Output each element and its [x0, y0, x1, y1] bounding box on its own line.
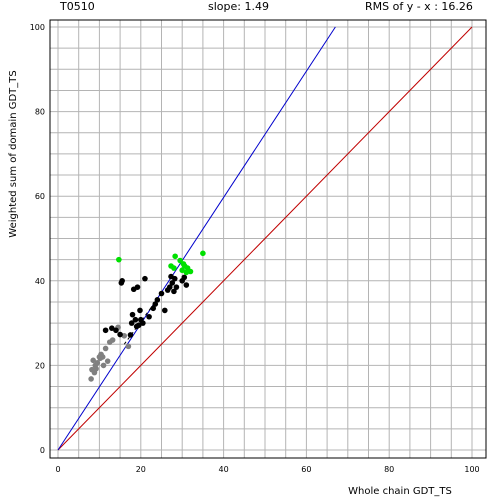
y-tick-label: 60	[35, 192, 45, 201]
data-point	[152, 301, 159, 307]
data-point	[171, 265, 177, 271]
slope-label: slope: 1.49	[208, 0, 269, 13]
data-point	[109, 325, 115, 331]
data-point	[183, 282, 190, 288]
data-point	[162, 307, 168, 314]
data-point	[132, 316, 139, 323]
y-tick-labels: 0 20 40 60 80 100	[30, 23, 45, 455]
data-points	[88, 250, 206, 382]
data-point	[137, 307, 143, 314]
data-point	[171, 275, 178, 282]
x-tick-label: 20	[136, 465, 146, 474]
y-tick-label: 20	[35, 361, 45, 370]
plot-frame	[49, 19, 487, 459]
data-point	[99, 354, 106, 360]
data-point	[102, 327, 109, 334]
grid	[50, 20, 486, 458]
data-point	[119, 278, 125, 284]
data-point	[113, 327, 119, 334]
data-point	[90, 357, 96, 364]
data-point	[109, 337, 116, 343]
data-point	[129, 311, 136, 318]
data-point	[140, 320, 146, 326]
x-tick-label: 100	[464, 465, 479, 474]
data-point	[169, 280, 176, 286]
data-point	[135, 322, 142, 329]
data-point	[172, 253, 178, 260]
data-point	[102, 345, 109, 352]
data-point	[171, 288, 177, 295]
fit-line	[57, 26, 336, 451]
data-point	[100, 362, 107, 369]
data-point	[173, 284, 180, 290]
x-tick-label: 0	[55, 465, 60, 474]
data-point	[146, 313, 152, 320]
y-tick-label: 100	[30, 23, 45, 32]
x-tick-labels: 0 20 40 60 80 100	[55, 465, 479, 474]
data-point	[179, 267, 185, 274]
data-point	[200, 250, 206, 257]
data-point	[127, 332, 134, 338]
data-point	[125, 343, 132, 350]
data-point	[166, 284, 173, 290]
x-tick-label: 60	[301, 465, 311, 474]
rms-label: RMS of y - x : 16.26	[365, 0, 473, 13]
y-axis-label: Weighted sum of domain GDT_TS	[8, 70, 19, 237]
data-point	[158, 290, 165, 297]
x-tick-label: 80	[384, 465, 394, 474]
data-point	[142, 275, 148, 282]
target-label: T0510	[60, 0, 95, 13]
data-point	[93, 365, 99, 372]
y-tick-label: 0	[40, 446, 45, 455]
identity-line	[57, 26, 473, 451]
data-point	[150, 305, 157, 312]
data-point	[128, 320, 135, 326]
y-tick-label: 80	[35, 108, 45, 117]
data-point	[94, 360, 101, 366]
data-point	[116, 256, 122, 263]
data-point	[117, 331, 123, 338]
y-tick-label: 40	[35, 277, 45, 286]
data-point	[187, 268, 194, 275]
x-axis-label: Whole chain GDT_TS	[348, 486, 452, 497]
data-point	[104, 358, 111, 364]
data-point	[88, 376, 94, 382]
x-tick-label: 40	[219, 465, 229, 474]
data-point	[181, 274, 188, 281]
data-point	[134, 284, 141, 290]
data-point	[154, 297, 161, 303]
